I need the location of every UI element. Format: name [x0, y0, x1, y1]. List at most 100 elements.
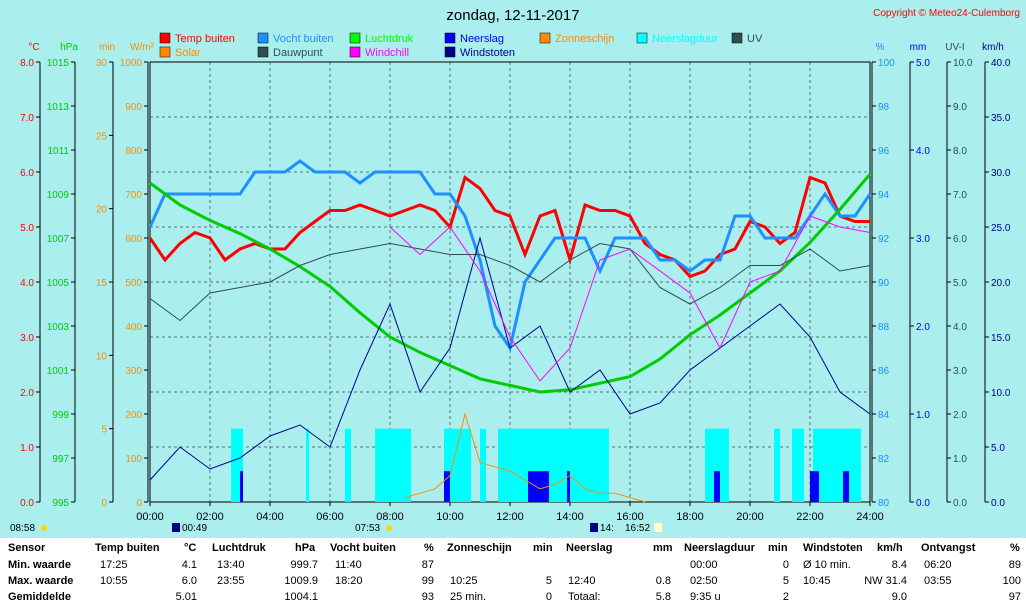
stats-table: Sensor Temp buiten °C Luchtdruk hPa Voch… — [0, 538, 1026, 608]
x-tick-label: 00:00 — [136, 511, 164, 523]
stats-cell-temp_v: 4.1 — [181, 559, 197, 571]
legend-label: Neerslagduur — [652, 33, 718, 45]
stats-header-sun-unit: min — [533, 542, 553, 554]
stats-cell-wind_v: 9.0 — [891, 591, 907, 603]
axis-tick-label: 5.0 — [953, 278, 967, 289]
legend-swatch — [636, 32, 648, 44]
x-tick-label: 18:00 — [676, 511, 704, 523]
axis-tick-label: 900 — [125, 102, 142, 113]
axis-tick-label: 92 — [878, 234, 890, 245]
axis-unit-humidity: % — [876, 42, 885, 53]
stats-header-rx: Ontvangst — [921, 542, 976, 554]
axis-tick-label: 80 — [878, 498, 890, 509]
x-tick-label: 22:00 — [796, 511, 824, 523]
neerslagduur-bar — [306, 428, 309, 502]
axis-tick-label: 25 — [96, 131, 108, 142]
axis-tick-label: 1000 — [120, 58, 143, 69]
axis-tick-label: 30 — [96, 58, 108, 69]
stats-header-hum-unit: % — [424, 542, 434, 554]
x-tick-label: 14:00 — [556, 511, 584, 523]
axis-tick-label: 1.0 — [953, 454, 967, 465]
weather-chart: zondag, 12-11-2017 Copyright © Meteo24-C… — [10, 7, 1020, 534]
legend-label: Luchtdruk — [365, 33, 414, 45]
stats-cell-rain_t: Totaal: — [568, 591, 601, 603]
stats-cell-rd_t: 00:00 — [690, 559, 718, 571]
axis-tick-label: 5.0 — [916, 58, 930, 69]
axis-tick-label: 1009 — [47, 190, 70, 201]
axis-tick-label: 82 — [878, 454, 890, 465]
axis-tick-label: 5 — [101, 425, 107, 436]
stats-cell-hum_v: 99 — [421, 575, 434, 587]
axis-tick-label: 2.0 — [916, 322, 930, 333]
axis-tick-label: 6.0 — [20, 168, 34, 179]
axis-tick-label: 1015 — [47, 58, 70, 69]
axis-tick-label: 15 — [96, 278, 108, 289]
chart-bars — [231, 428, 861, 502]
stats-header-sensor: Sensor — [8, 542, 46, 554]
chart-title: zondag, 12-11-2017 — [446, 7, 579, 24]
neerslag-bar — [714, 471, 720, 502]
stats-cell-label: Gemiddelde — [8, 591, 71, 603]
stats-cell-sun_t: 10:25 — [450, 575, 478, 587]
series-solar — [404, 412, 646, 503]
sunset-time: 16:52 — [625, 523, 650, 534]
stats-header-rain: Neerslag — [566, 542, 613, 554]
axis-tick-label: 700 — [125, 190, 142, 201]
neerslagduur-bar — [375, 428, 411, 502]
rain-start-time: 00:49 — [182, 523, 207, 534]
x-axis: 00:00 02:00 04:00 06:00 08:00 10:00 12:00 14:00… — [136, 502, 884, 523]
stats-cell-hum_t: 11:40 — [335, 559, 362, 571]
axis-tick-label: 84 — [878, 410, 890, 421]
axis-tick-label: 1007 — [47, 234, 70, 245]
legend-swatch — [349, 46, 361, 58]
stats-header-wind-unit: km/h — [877, 542, 903, 554]
stats-header-temp-unit: °C — [184, 542, 197, 554]
stats-header-temp: Temp buiten — [95, 542, 160, 554]
axis-tick-label: 20 — [96, 205, 108, 216]
sunrise-time: 08:58 — [10, 523, 35, 534]
axis-tick-label: 0 — [136, 498, 142, 509]
axis-tick-label: 500 — [125, 278, 142, 289]
legend-label: Windchill — [365, 47, 409, 59]
stats-cell-pres_v: 1009.9 — [284, 575, 318, 587]
stats-cell-rain_v: 0.8 — [655, 575, 671, 587]
series-luchtdruk — [149, 173, 872, 394]
stats-cell-rd_v: 2 — [782, 591, 789, 603]
stats-cell-rx_t: 03:55 — [924, 575, 952, 587]
axis-tick-label: 4.0 — [20, 278, 34, 289]
stats-cell-temp_t: 10:55 — [100, 575, 128, 587]
axis-tick-label: 25.0 — [991, 223, 1011, 234]
series-windchill — [389, 215, 871, 382]
x-tick-label: 12:00 — [496, 511, 524, 523]
legend-swatch — [257, 46, 269, 58]
x-tick-label: 06:00 — [316, 511, 344, 523]
axis-tick-label: 1003 — [47, 322, 70, 333]
stats-header-raindur-unit: min — [768, 542, 788, 554]
stats-cell-rx_v: 100 — [1002, 575, 1021, 587]
neerslagduur-bar — [498, 428, 609, 502]
axis-unit-temp: °C — [28, 42, 39, 53]
stats-header-pressure: Luchtdruk — [212, 542, 266, 554]
legend-swatch — [444, 32, 456, 44]
x-tick-label: 04:00 — [256, 511, 284, 523]
axis-tick-label: 5.0 — [20, 223, 34, 234]
stats-cell-hum_v: 93 — [421, 591, 434, 603]
series-dauwpunt — [149, 242, 871, 322]
stats-cell-temp_v: 6.0 — [181, 575, 197, 587]
legend-swatch — [257, 32, 269, 44]
stats-cell-pres_t: 23:55 — [217, 575, 245, 587]
axis-tick-label: 8.0 — [20, 58, 34, 69]
stats-header-raindur: Neerslagduur — [684, 542, 755, 554]
series-windstoten — [149, 236, 871, 481]
stats-header-rx-unit: % — [1010, 542, 1020, 554]
legend-swatch — [349, 32, 361, 44]
chart-legend: Temp buiten Vocht buiten Luchtdruk Neerslag… — [159, 32, 763, 59]
axis-tick-label: 1.0 — [916, 410, 930, 421]
axis-tick-label: 1001 — [47, 366, 70, 377]
moon-icon — [590, 523, 598, 532]
axis-tick-label: 0.0 — [20, 498, 34, 509]
axis-tick-label: 40.0 — [991, 58, 1011, 69]
stats-header-hum: Vocht buiten — [330, 542, 396, 554]
neerslag-bar — [240, 471, 243, 502]
stats-cell-temp_v: 5.01 — [175, 591, 197, 603]
